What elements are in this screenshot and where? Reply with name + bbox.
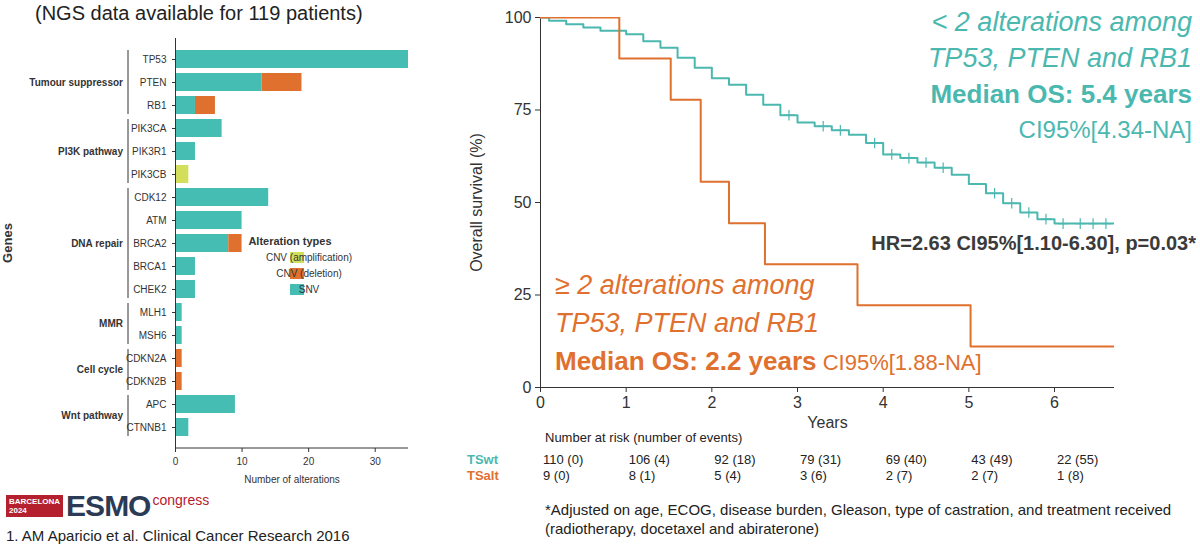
html-text:*Adjusted on age, ECOG, diseas: *Adjusted on age, ECOG, disease burden, … (545, 501, 1172, 537)
svg-text:Number at risk (number of even: Number at risk (number of events) (545, 430, 742, 445)
svg-text:TP53: TP53 (143, 54, 167, 65)
svg-text:Tumour suppressor: Tumour suppressor (29, 77, 123, 88)
svg-text:3 (6): 3 (6) (800, 468, 827, 483)
svg-text:50: 50 (514, 194, 532, 211)
svg-text:8 (1): 8 (1) (629, 468, 656, 483)
svg-text:TSwt: TSwt (467, 452, 499, 467)
html-text:HR=2.63 CI95%[1.10-6.30], p=0.: HR=2.63 CI95%[1.10-6.30], p=0.03* (871, 232, 1196, 254)
svg-text:9 (0): 9 (0) (543, 468, 570, 483)
svg-text:79 (31): 79 (31) (800, 452, 841, 467)
svg-text:MSH6: MSH6 (139, 330, 167, 341)
svg-text:43 (49): 43 (49) (971, 452, 1012, 467)
svg-text:PIK3R1: PIK3R1 (132, 146, 167, 157)
svg-text:75: 75 (514, 101, 532, 118)
html-text:≥ 2 alterations among: ≥ 2 alterations among (555, 270, 815, 300)
svg-text:BRCA2: BRCA2 (133, 238, 167, 249)
svg-text:30: 30 (370, 456, 382, 467)
svg-text:4: 4 (879, 394, 888, 411)
svg-text:TSalt: TSalt (467, 468, 499, 483)
svg-text:5 (4): 5 (4) (714, 468, 741, 483)
svg-text:Wnt pathway: Wnt pathway (61, 410, 123, 421)
html-text:congress: congress (152, 492, 210, 508)
svg-text:APC: APC (146, 399, 167, 410)
svg-text:69 (40): 69 (40) (886, 452, 927, 467)
html-text:1. AM Aparicio et al. Clinical: 1. AM Aparicio et al. Clinical Cancer Re… (6, 527, 350, 544)
svg-text:110 (0): 110 (0) (543, 452, 583, 467)
svg-text:0: 0 (536, 394, 545, 411)
html-text:CI95%[4.34-NA]: CI95%[4.34-NA] (1018, 116, 1192, 143)
svg-text:92 (18): 92 (18) (714, 452, 755, 467)
svg-text:0: 0 (523, 379, 532, 396)
svg-text:SNV: SNV (299, 284, 320, 295)
html-text:Median OS: 5.4 years: Median OS: 5.4 years (930, 79, 1192, 109)
svg-text:5: 5 (964, 394, 973, 411)
html-text:Median OS: 2.2 years CI95%[1.8: Median OS: 2.2 years CI95%[1.88-NA] (555, 346, 982, 376)
html-text:TP53, PTEN and RB1: TP53, PTEN and RB1 (927, 43, 1192, 73)
svg-text:CNV (deletion): CNV (deletion) (276, 268, 342, 279)
svg-text:1: 1 (622, 394, 631, 411)
html-text:2024: 2024 (9, 506, 27, 515)
svg-text:2: 2 (707, 394, 716, 411)
svg-text:20: 20 (303, 456, 315, 467)
svg-text:PTEN: PTEN (140, 77, 167, 88)
svg-text:Number of alterations: Number of alterations (244, 474, 340, 485)
svg-text:Cell cycle: Cell cycle (77, 364, 124, 375)
svg-text:MMR: MMR (99, 318, 124, 329)
svg-text:BRCA1: BRCA1 (133, 261, 167, 272)
svg-text:Genes: Genes (0, 223, 15, 263)
svg-text:22 (55): 22 (55) (1057, 452, 1098, 467)
svg-text:CDKN2B: CDKN2B (126, 376, 167, 387)
svg-text:CHEK2: CHEK2 (133, 284, 167, 295)
svg-text:25: 25 (514, 286, 532, 303)
svg-text:0: 0 (173, 456, 179, 467)
svg-text:PI3K pathway: PI3K pathway (58, 146, 123, 157)
html-text:ESMO: ESMO (66, 489, 151, 522)
svg-text:106 (4): 106 (4) (629, 452, 670, 467)
svg-text:CNV (amplification): CNV (amplification) (266, 252, 352, 263)
svg-text:PIK3CA: PIK3CA (131, 123, 167, 134)
svg-text:MLH1: MLH1 (140, 307, 167, 318)
svg-text:PIK3CB: PIK3CB (131, 169, 167, 180)
svg-text:RB1: RB1 (147, 100, 167, 111)
html-text:< 2 alterations among: < 2 alterations among (931, 7, 1192, 37)
svg-text:100: 100 (505, 9, 532, 26)
svg-text:CDK12: CDK12 (134, 192, 167, 203)
html-text:TP53, PTEN and RB1: TP53, PTEN and RB1 (555, 308, 820, 338)
svg-text:CDKN2A: CDKN2A (126, 353, 167, 364)
html-text:(NGS data available for 119 pa: (NGS data available for 119 patients) (35, 2, 363, 24)
svg-text:2 (7): 2 (7) (886, 468, 913, 483)
svg-text:Alteration types: Alteration types (248, 235, 331, 247)
svg-text:DNA repair: DNA repair (71, 238, 123, 249)
svg-text:Years: Years (807, 414, 847, 431)
svg-text:ATM: ATM (146, 215, 166, 226)
html-text:BARCELONA: BARCELONA (9, 497, 61, 506)
svg-text:6: 6 (1050, 394, 1059, 411)
svg-text:10: 10 (237, 456, 249, 467)
svg-text:3: 3 (793, 394, 802, 411)
svg-text:2 (7): 2 (7) (971, 468, 998, 483)
svg-text:Overall survival (%): Overall survival (%) (468, 133, 485, 272)
svg-text:CTNNB1: CTNNB1 (126, 422, 166, 433)
svg-text:1 (8): 1 (8) (1057, 468, 1084, 483)
